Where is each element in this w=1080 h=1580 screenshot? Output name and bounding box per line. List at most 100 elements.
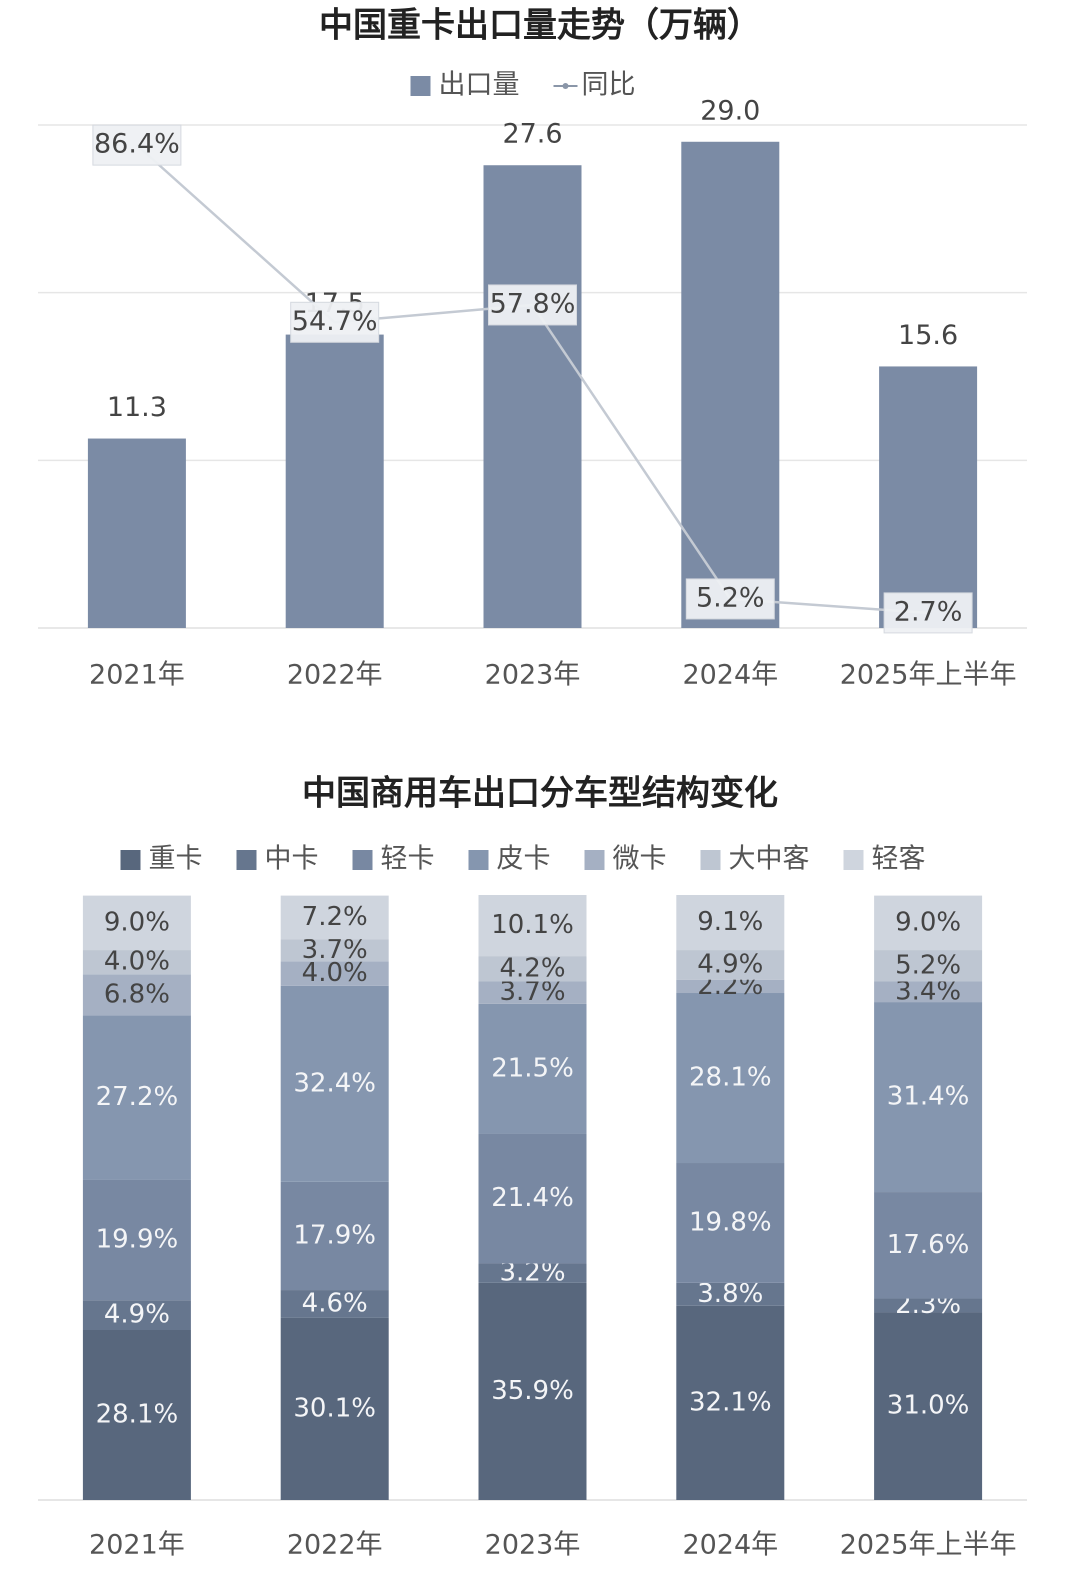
- segment-label: 17.9%: [293, 1220, 376, 1250]
- segment-label: 32.4%: [293, 1068, 376, 1098]
- segment-label: 30.1%: [293, 1393, 376, 1423]
- x-tick-label: 2023年: [485, 660, 581, 691]
- bar-segment: [82, 895, 191, 951]
- bar: [87, 438, 186, 628]
- segment-label: 3.8%: [697, 1279, 763, 1309]
- bar: [483, 165, 582, 629]
- x-tick-label: 2022年: [287, 660, 383, 691]
- bar-segment: [478, 981, 587, 1004]
- bar-segment: [478, 895, 587, 957]
- bar-segment: [82, 974, 191, 1016]
- bar-segment: [874, 1002, 983, 1193]
- x-tick-label: 2022年: [287, 1530, 383, 1561]
- segment-label: 9.0%: [104, 907, 170, 937]
- legend-swatch: [352, 850, 373, 870]
- bar-label: 27.6: [502, 119, 562, 150]
- legend-swatch: [843, 850, 864, 870]
- legend-label: 轻客: [872, 844, 926, 875]
- segment-label: 4.9%: [697, 949, 763, 979]
- segment-label: 6.8%: [104, 979, 170, 1009]
- bar-segment: [82, 950, 191, 975]
- bar-segment: [874, 950, 983, 982]
- bar-segment: [280, 961, 389, 986]
- label-box: [290, 301, 380, 343]
- bar-segment: [874, 1298, 983, 1313]
- label-box: [685, 578, 775, 620]
- bar-segment: [874, 981, 983, 1003]
- bar-segment: [82, 1179, 191, 1301]
- segment-label: 3.7%: [302, 935, 368, 965]
- legend-dot: [562, 83, 569, 89]
- bar-segment: [82, 1300, 191, 1330]
- legend-label: 重卡: [149, 844, 203, 875]
- legend-swatch: [584, 850, 605, 870]
- legend-swatch: [236, 850, 257, 870]
- label-box: [92, 124, 182, 166]
- segment-label: 4.0%: [104, 947, 170, 977]
- segment-label: 21.4%: [491, 1183, 574, 1213]
- bar-label: 29.0: [700, 95, 760, 126]
- bar-label: 15.6: [898, 320, 958, 351]
- bar-segment: [280, 939, 389, 962]
- segment-label: 7.2%: [302, 902, 368, 932]
- chart-title: 中国重卡出口量走势（万辆）: [319, 6, 761, 46]
- bar-segment: [280, 1181, 389, 1291]
- segment-label: 10.1%: [491, 910, 574, 940]
- x-tick-label: 2021年: [89, 1530, 185, 1561]
- segment-label: 17.6%: [887, 1230, 970, 1260]
- bar-segment: [478, 1003, 587, 1134]
- segment-label: 31.0%: [887, 1391, 970, 1421]
- segment-label: 19.8%: [689, 1207, 772, 1237]
- bar-segment: [676, 993, 785, 1164]
- legend-label: 中卡: [265, 844, 319, 875]
- segment-label: 4.0%: [302, 958, 368, 988]
- segment-label: 21.5%: [491, 1053, 574, 1083]
- line-label: 5.2%: [696, 582, 765, 613]
- bar: [681, 141, 780, 628]
- segment-label: 4.6%: [302, 1288, 368, 1318]
- segment-label: 9.0%: [895, 907, 961, 937]
- legend-label: 轻卡: [381, 844, 435, 875]
- legend-label: 微卡: [613, 844, 667, 875]
- segment-label: 4.9%: [104, 1300, 170, 1330]
- segment-label: 35.9%: [491, 1376, 574, 1406]
- x-tick-label: 2025年上半年: [840, 1530, 1017, 1561]
- line-label: 86.4%: [94, 129, 180, 160]
- segment-label: 5.2%: [895, 950, 961, 980]
- bar-segment: [874, 1192, 983, 1299]
- bar-segment: [676, 950, 785, 980]
- bar-segment: [676, 895, 785, 951]
- bar-segment: [478, 1263, 587, 1283]
- bar-segment: [280, 1317, 389, 1500]
- legend-label: 出口量: [439, 70, 520, 101]
- bar-segment: [280, 985, 389, 1182]
- bar-segment: [676, 1282, 785, 1306]
- bar-segment: [478, 1133, 587, 1264]
- bar-segment: [676, 979, 785, 994]
- legend-label: 同比: [582, 70, 636, 101]
- label-box: [883, 592, 973, 634]
- bar: [285, 334, 384, 628]
- x-tick-label: 2023年: [485, 1530, 581, 1561]
- line-label: 54.7%: [292, 306, 378, 337]
- bar-segment: [82, 1015, 191, 1180]
- legend-swatch: [120, 850, 141, 870]
- bar-segment: [280, 895, 389, 940]
- segment-label: 28.1%: [96, 1399, 179, 1429]
- bar: [879, 366, 978, 628]
- line-label: 57.8%: [490, 288, 576, 319]
- segment-label: 28.1%: [689, 1063, 772, 1093]
- legend-label: 皮卡: [497, 844, 551, 875]
- bar-segment: [478, 1282, 587, 1500]
- segment-label: 32.1%: [689, 1387, 772, 1417]
- x-tick-label: 2024年: [682, 660, 778, 691]
- segment-label: 27.2%: [96, 1082, 179, 1112]
- bar-segment: [874, 1312, 983, 1500]
- bar-segment: [478, 956, 587, 982]
- legend-swatch: [700, 850, 721, 870]
- legend-swatch: [410, 76, 431, 96]
- line-label: 2.7%: [894, 596, 963, 627]
- segment-label: 31.4%: [887, 1082, 970, 1112]
- bar-segment: [874, 895, 983, 951]
